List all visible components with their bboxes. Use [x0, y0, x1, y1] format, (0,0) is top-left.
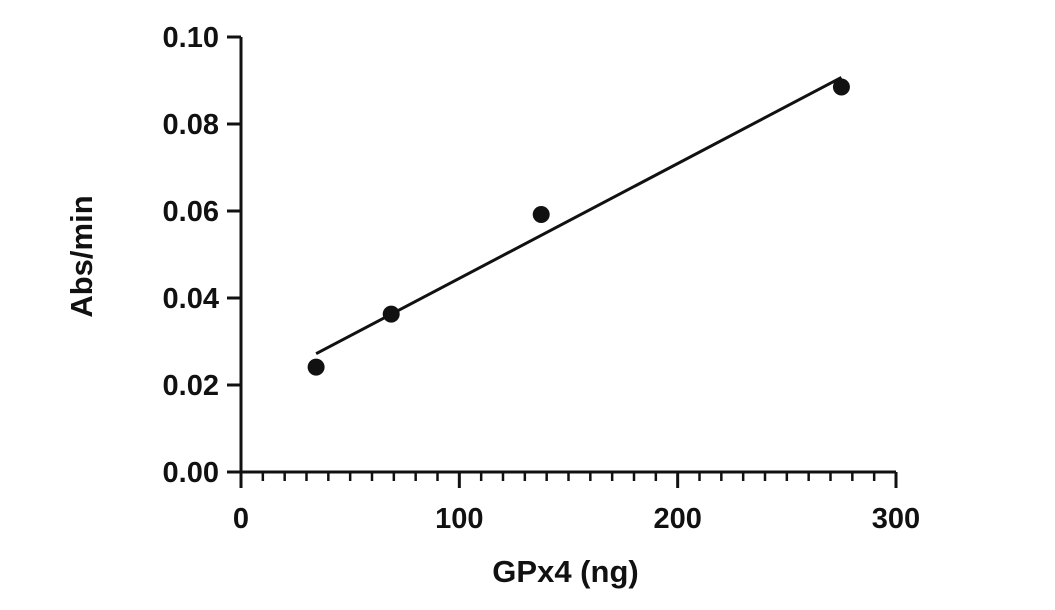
x-axis-minor-ticks: [261, 472, 876, 481]
fit-line-group: [315, 76, 843, 356]
data-points: [307, 78, 850, 376]
fit-line: [315, 76, 843, 356]
y-axis-ticks: 0.00 0.02 0.04 0.06 0.08 0.10: [163, 22, 241, 489]
x-tick-label: 200: [653, 503, 701, 535]
y-tick-label: 0.00: [163, 457, 219, 489]
data-point-3: [832, 78, 850, 96]
y-tick-label: 0.02: [163, 370, 219, 402]
x-tick-label: 0: [233, 503, 249, 535]
data-point-1: [382, 305, 400, 323]
data-point-0: [307, 358, 325, 376]
y-tick-label: 0.06: [163, 196, 219, 228]
x-tick-label: 100: [435, 503, 483, 535]
axes: [239, 37, 896, 474]
y-tick-label: 0.04: [163, 283, 219, 315]
x-tick-label: 300: [872, 503, 920, 535]
y-axis-title: Abs/min: [64, 195, 99, 317]
y-tick-label: 0.08: [163, 109, 219, 141]
x-axis-ticks: 0 100 200 300: [233, 472, 920, 535]
y-tick-label: 0.10: [163, 22, 219, 54]
x-axis-title: GPx4 (ng): [492, 554, 638, 589]
data-point-2: [532, 205, 550, 223]
